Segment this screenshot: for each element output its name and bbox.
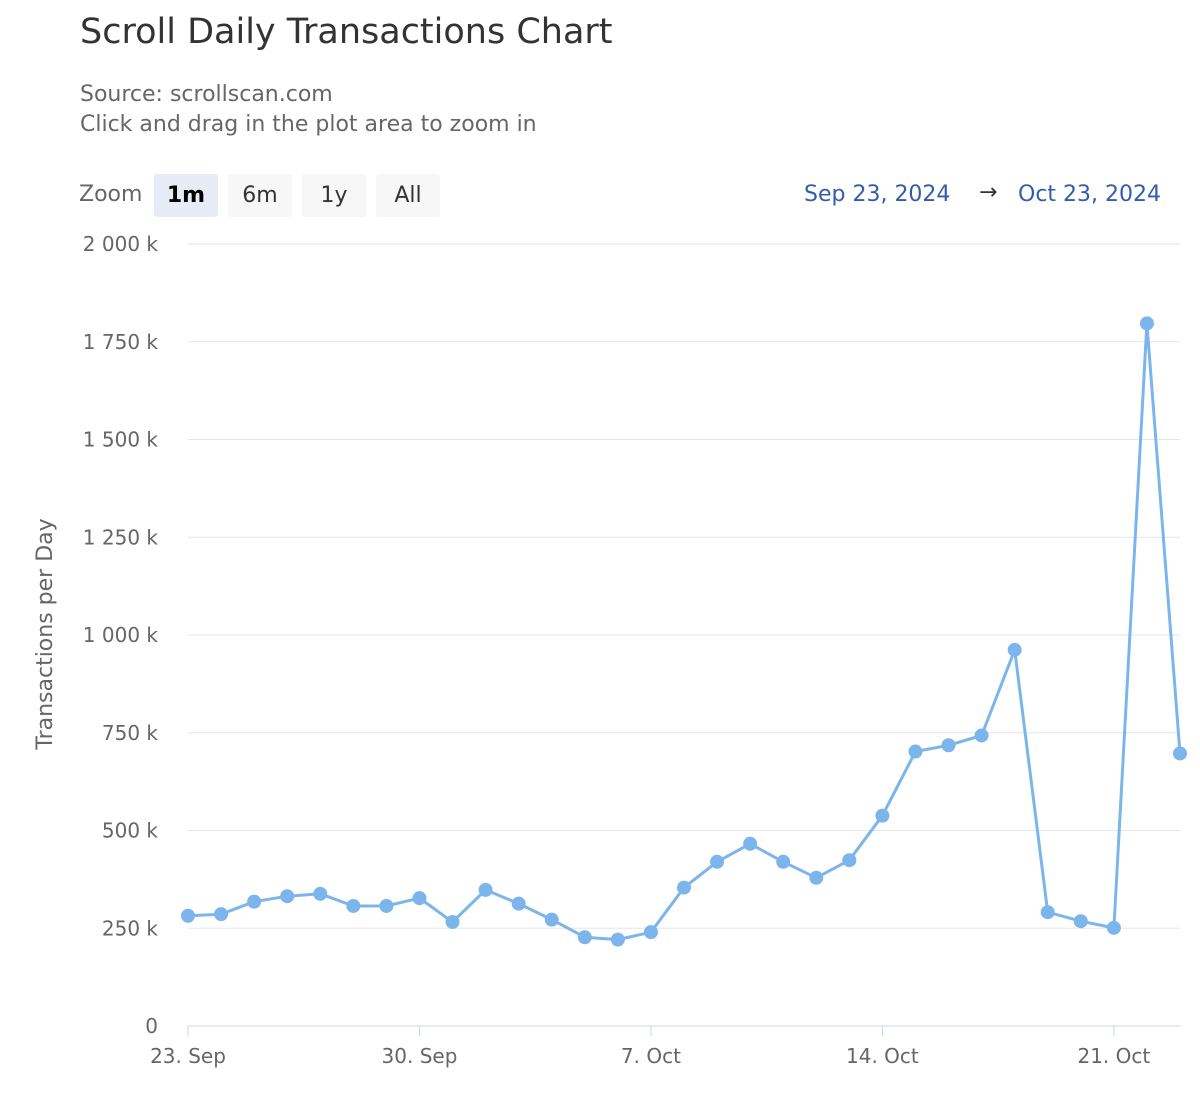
data-point[interactable] — [577, 930, 592, 945]
data-point[interactable] — [610, 932, 625, 947]
data-point[interactable] — [478, 882, 493, 897]
data-point[interactable] — [776, 854, 791, 869]
data-point[interactable] — [181, 908, 195, 923]
data-point[interactable] — [313, 886, 328, 901]
data-point[interactable] — [247, 894, 262, 909]
chart-hint: Click and drag in the plot area to zoom … — [80, 112, 537, 137]
data-point[interactable] — [1007, 642, 1022, 657]
y-tick-label: 1 000 k — [83, 623, 159, 647]
data-point[interactable] — [1040, 905, 1055, 920]
y-tick-label: 0 — [145, 1014, 158, 1038]
y-axis-ticks: 0 250 k 500 k 750 k 1 000 k 1 250 k 1 500 k 1 7… — [83, 232, 159, 1038]
data-point[interactable] — [974, 728, 989, 743]
data-point[interactable] — [511, 896, 526, 911]
data-point[interactable] — [445, 914, 460, 929]
x-tick-label: 14. Oct — [846, 1044, 919, 1068]
y-tick-label: 1 250 k — [83, 525, 159, 549]
data-point[interactable] — [280, 889, 295, 904]
y-tick-label: 500 k — [102, 819, 159, 843]
zoom-1y-button[interactable]: 1y — [302, 174, 366, 217]
x-tick-label: 23. Sep — [150, 1044, 226, 1068]
range-arrow: → — [979, 180, 998, 205]
y-tick-label: 750 k — [102, 721, 159, 745]
data-point[interactable] — [743, 836, 758, 851]
x-tick-label: 7. Oct — [621, 1044, 681, 1068]
data-point[interactable] — [875, 808, 890, 823]
y-tick-label: 1 750 k — [83, 330, 159, 354]
data-point[interactable] — [544, 912, 559, 927]
x-tick-label: 30. Sep — [382, 1044, 458, 1068]
data-point[interactable] — [809, 870, 824, 885]
range-to-input[interactable]: Oct 23, 2024 — [1018, 182, 1161, 207]
zoom-label: Zoom — [79, 182, 143, 207]
data-point[interactable] — [1073, 914, 1088, 929]
data-point[interactable] — [379, 898, 394, 913]
series-line — [187, 321, 1182, 942]
data-point[interactable] — [214, 907, 229, 922]
y-tick-label: 2 000 k — [83, 232, 159, 256]
data-point[interactable] — [412, 891, 427, 906]
x-tick-label: 21. Oct — [1077, 1044, 1150, 1068]
y-tick-label: 1 500 k — [83, 428, 159, 452]
y-tick-label: 250 k — [102, 916, 159, 940]
data-point[interactable] — [908, 744, 923, 759]
zoom-all-button[interactable]: All — [376, 174, 440, 217]
zoom-6m-button[interactable]: 6m — [228, 174, 292, 217]
y-axis-label: Transactions per Day — [33, 518, 58, 750]
chart-title: Scroll Daily Transactions Chart — [80, 12, 613, 52]
data-point[interactable] — [1139, 316, 1154, 331]
zoom-1m-button[interactable]: 1m — [154, 174, 218, 217]
data-points — [181, 316, 1187, 947]
chart-source: Source: scrollscan.com — [80, 82, 333, 107]
x-axis-ticks: 23. Sep 30. Sep 7. Oct 14. Oct 21. Oct — [150, 1026, 1150, 1068]
grid-lines — [188, 243, 1180, 929]
data-point[interactable] — [1106, 920, 1121, 935]
data-point[interactable] — [346, 898, 361, 913]
data-point[interactable] — [710, 854, 725, 869]
range-from-input[interactable]: Sep 23, 2024 — [804, 182, 951, 207]
data-point[interactable] — [842, 853, 857, 868]
data-point[interactable] — [677, 880, 691, 895]
data-point[interactable] — [1173, 746, 1187, 761]
data-point[interactable] — [941, 738, 956, 753]
data-point[interactable] — [643, 925, 658, 940]
